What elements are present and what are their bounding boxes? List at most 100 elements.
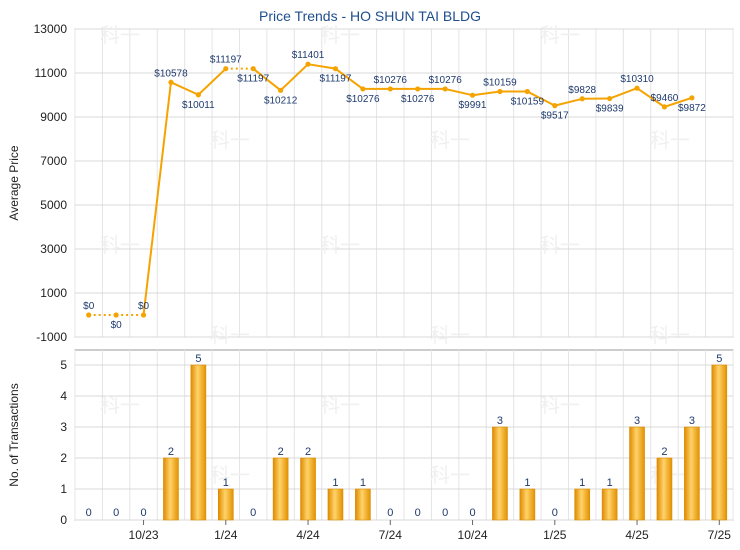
transaction-count-label: 3 [689, 415, 695, 427]
watermark-text: 科一 [320, 393, 360, 417]
transaction-bar [217, 488, 234, 521]
transaction-count-label: 1 [579, 477, 585, 489]
watermark-text: 科一 [430, 128, 470, 152]
price-point [497, 88, 503, 95]
price-line-segment [554, 97, 583, 107]
price-data-label: $11197 [237, 74, 269, 85]
watermark-text: 科一 [210, 323, 250, 347]
bar-y-tick-label: 0 [60, 513, 67, 527]
transaction-bar [574, 488, 591, 521]
price-point [607, 95, 613, 102]
transaction-count-label: 2 [305, 446, 311, 458]
transaction-count-label: 1 [223, 477, 229, 489]
watermark-text: 科一 [210, 128, 250, 152]
price-line-segment [526, 90, 556, 107]
watermark-text: 科一 [540, 393, 580, 417]
price-data-label: $11401 [292, 50, 325, 61]
transaction-bar [327, 488, 344, 521]
price-line-segment [664, 96, 693, 108]
transaction-count-label: 5 [195, 353, 201, 365]
transaction-count-label: 0 [415, 507, 421, 519]
price-data-label: $11197 [320, 74, 352, 85]
line-y-tick-label: 13000 [34, 22, 68, 36]
price-point [579, 96, 585, 102]
price-data-label: $10276 [346, 94, 380, 105]
transaction-count-label: 5 [716, 353, 722, 365]
bar-panel: 012345科一科一科一科一科一科一No. of Transactions000… [7, 349, 734, 542]
transaction-count-label: 0 [86, 507, 92, 519]
transaction-count-label: 3 [497, 415, 503, 427]
price-point [168, 79, 174, 85]
x-tick-label: 10/23 [129, 528, 159, 542]
line-y-tick-label: 3000 [40, 242, 67, 256]
price-line-segment [252, 67, 282, 92]
price-data-label: $10276 [401, 94, 435, 105]
price-point [140, 312, 147, 318]
watermark-text: 科一 [650, 323, 690, 347]
price-point [634, 85, 640, 91]
price-line-segment [279, 63, 309, 92]
price-data-label: $11197 [210, 55, 242, 66]
line-y-tick-label: 7000 [40, 154, 67, 168]
price-data-label: $0 [138, 301, 150, 312]
bar-y-tick-label: 4 [60, 389, 67, 403]
watermark-text: 科一 [540, 233, 580, 257]
price-data-label: $10276 [428, 75, 462, 86]
transaction-count-label: 0 [113, 507, 119, 519]
price-data-label: $10276 [374, 75, 408, 86]
price-data-label: $10159 [483, 78, 517, 89]
price-point [689, 95, 695, 101]
transaction-bar [272, 457, 289, 521]
bar-y-tick-label: 5 [60, 358, 67, 372]
watermark-text: 科一 [430, 463, 470, 487]
transaction-bar [300, 457, 316, 521]
price-point [195, 92, 201, 98]
chart-title: Price Trends - HO SHUN TAI BLDG [259, 8, 481, 24]
price-data-label: $9517 [541, 111, 569, 122]
x-tick-label: 7/25 [708, 528, 732, 542]
price-line-segment [307, 63, 336, 70]
price-data-label: $9828 [568, 85, 596, 96]
price-data-label: $10310 [620, 74, 654, 85]
transaction-bar [492, 426, 508, 521]
transaction-bar [629, 426, 645, 521]
line-panel: -1000100030005000700090001100013000 科一 科一科… [7, 22, 734, 347]
price-data-label: $0 [83, 301, 95, 312]
line-y-tick-label: 9000 [40, 110, 67, 124]
transaction-count-label: 1 [524, 477, 530, 489]
x-tick-label: 7/24 [379, 528, 403, 542]
transaction-count-label: 3 [634, 415, 640, 427]
price-line-segment [472, 90, 501, 97]
transaction-count-label: 1 [607, 477, 613, 489]
watermark-text: 科一 [100, 393, 140, 417]
transaction-count-label: 2 [278, 446, 284, 458]
watermark-text: 科一 [100, 23, 140, 47]
bar-y-tick-label: 2 [60, 451, 67, 465]
price-data-label: $10011 [182, 100, 215, 111]
price-point [305, 61, 311, 67]
price-point [661, 104, 668, 110]
transaction-bar [163, 457, 179, 521]
price-data-label: $9872 [678, 103, 706, 114]
x-tick-label: 4/25 [625, 528, 649, 542]
price-line-segment [609, 87, 638, 100]
price-point [113, 312, 119, 318]
price-line-segment [444, 87, 473, 97]
price-data-label: $9839 [596, 104, 624, 115]
line-y-tick-label: 1000 [40, 286, 67, 300]
price-data-label: $9991 [459, 100, 487, 111]
price-point [332, 66, 339, 72]
transaction-count-label: 2 [168, 446, 174, 458]
bar-y-axis-label: No. of Transactions [7, 383, 21, 486]
transaction-bar [711, 364, 728, 521]
price-point [223, 66, 229, 72]
price-point [552, 103, 558, 109]
watermark-text: 科一 [100, 233, 140, 257]
transaction-count-label: 0 [442, 507, 448, 519]
price-point [278, 87, 284, 93]
watermark-text: 科一 [210, 463, 250, 487]
price-line-segment [197, 67, 227, 96]
price-data-label: $10578 [154, 68, 188, 79]
